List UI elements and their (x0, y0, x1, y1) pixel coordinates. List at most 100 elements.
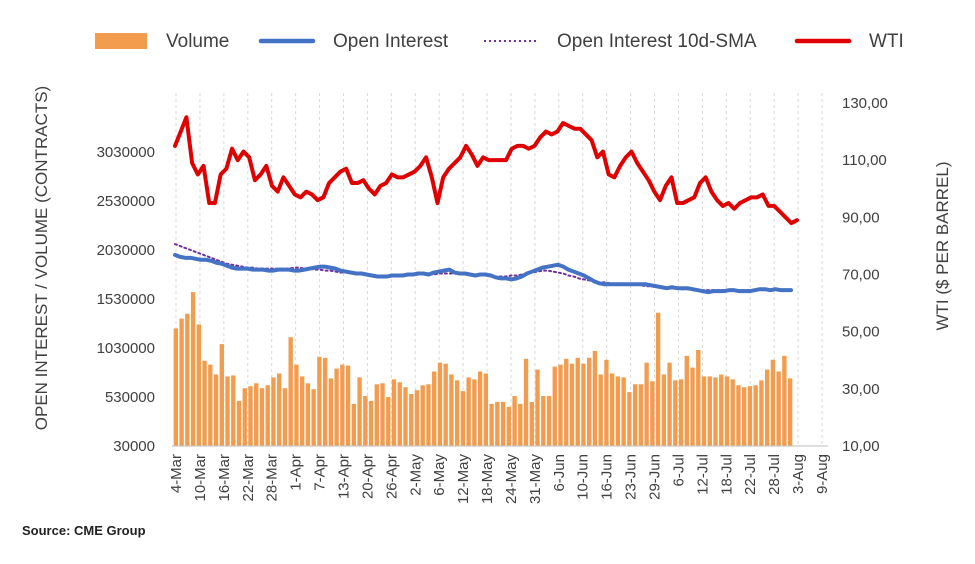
y-axis-right: 130,00 110,00 90,00 70,00 50,00 30,00 10,00 (842, 95, 888, 455)
volume-bar (460, 391, 466, 446)
x-tick-label: 10-Mar (192, 454, 209, 502)
x-tick-label: 16-Jun (599, 454, 616, 500)
volume-bar (409, 394, 414, 446)
x-tick-label: 3-Aug (790, 454, 807, 494)
volume-bar (179, 318, 184, 446)
volume-bar (558, 364, 563, 446)
volume-bar (604, 359, 609, 446)
y-axis-left-title: OPEN INTEREST / VOLUME (CONTRACTS) (32, 86, 51, 430)
y-right-tick-label: 90,00 (842, 209, 880, 226)
volume-bar (322, 357, 328, 446)
x-tick-label: 6-Jul (670, 454, 687, 487)
source-note: Source: CME Group (22, 523, 146, 538)
volume-bar (213, 374, 219, 446)
volume-bar (535, 369, 540, 446)
volume-bar (225, 376, 230, 446)
volume-bar (506, 406, 512, 446)
x-tick-label: 16-Mar (216, 454, 233, 502)
volume-bar (254, 383, 259, 446)
volume-bar (311, 389, 316, 446)
volume-bar (345, 365, 351, 446)
volume-bar (632, 384, 638, 446)
volume-bar (684, 355, 689, 446)
volume-bar (707, 376, 712, 446)
volume-bar (644, 362, 649, 446)
x-tick-label: 18-Jul (718, 454, 735, 495)
volume-bar (713, 377, 718, 446)
legend-label-wti: WTI (869, 31, 904, 52)
chart-legend: Volume Open Interest Open Interest 10d-S… (95, 31, 904, 52)
volume-bar (742, 387, 747, 446)
volume-bar (529, 401, 534, 446)
volume-bar (426, 384, 431, 446)
x-tick-label: 20-Apr (359, 454, 376, 499)
volume-bar (621, 377, 626, 446)
volume-bar (386, 397, 391, 446)
x-tick-label: 18-May (479, 454, 496, 505)
volume-bar (437, 362, 443, 446)
volume-bar (747, 386, 753, 446)
x-tick-label: 7-Apr (312, 454, 329, 491)
volume-bar (466, 377, 471, 446)
x-tick-label: 23-Jun (623, 454, 640, 500)
series-line-oi-sma (174, 243, 792, 292)
x-tick-label: 6-May (431, 454, 448, 496)
volume-bar (500, 401, 506, 446)
volume-bar (305, 383, 311, 446)
volume-bar (730, 379, 735, 446)
x-tick-label: 22-Jul (742, 454, 759, 495)
legend-label-open-interest: Open Interest (333, 31, 449, 52)
volume-bar (420, 385, 425, 446)
volume-bar (764, 369, 770, 446)
x-tick-label: 6-Jun (551, 454, 568, 492)
volume-bar (340, 364, 345, 446)
y-right-tick-label: 130,00 (842, 95, 888, 112)
volume-bar (701, 376, 707, 446)
volume-bar (202, 360, 207, 446)
x-tick-label: 26-Apr (383, 454, 400, 499)
volume-bar (190, 292, 196, 446)
volume-bar (615, 376, 621, 446)
series-lines (173, 115, 799, 295)
x-tick-label: 1-Apr (288, 454, 305, 491)
volume-bar (770, 359, 776, 446)
volume-bar (638, 384, 644, 446)
volume-bar (782, 355, 787, 446)
y-left-tick-label: 1530000 (97, 291, 155, 308)
volume-bar (443, 363, 448, 446)
x-tick-label: 9-Aug (814, 454, 831, 494)
volume-bar (219, 344, 224, 446)
volume-bar (581, 363, 586, 446)
volume-bar (391, 379, 397, 446)
x-tick-label: 10-Jun (575, 454, 592, 500)
volume-bar (736, 385, 741, 446)
volume-bar (753, 385, 758, 446)
volume-bar (403, 387, 408, 446)
volume-bar (472, 379, 477, 446)
volume-bar (397, 382, 402, 446)
volume-bar (282, 388, 288, 446)
x-tick-label: 22-Mar (240, 454, 257, 502)
volume-bar (719, 374, 724, 446)
volume-bar (334, 368, 339, 446)
volume-bar (380, 383, 385, 446)
volume-bar (569, 363, 575, 446)
volume-bar (449, 374, 454, 446)
series-line-open-interest (173, 252, 793, 295)
volume-bar (265, 385, 270, 446)
x-tick-label: 12-May (455, 454, 472, 505)
volume-bar (587, 357, 592, 446)
volume-bar (650, 381, 655, 446)
volume-bar (759, 380, 764, 446)
y-axis-left: 3030000 2530000 2030000 1530000 1030000 53000… (97, 144, 155, 455)
y-right-tick-label: 30,00 (842, 381, 880, 398)
volume-bar (317, 356, 322, 446)
volume-bar (236, 400, 242, 446)
y-axis-right-title: WTI ($ PER BARREL) (933, 161, 952, 330)
volume-bar (627, 392, 632, 446)
volume-bar (374, 384, 379, 446)
y-right-tick-label: 110,00 (842, 152, 887, 169)
volume-bar (288, 337, 293, 446)
volume-bar (518, 403, 523, 446)
volume-bar (432, 371, 437, 446)
